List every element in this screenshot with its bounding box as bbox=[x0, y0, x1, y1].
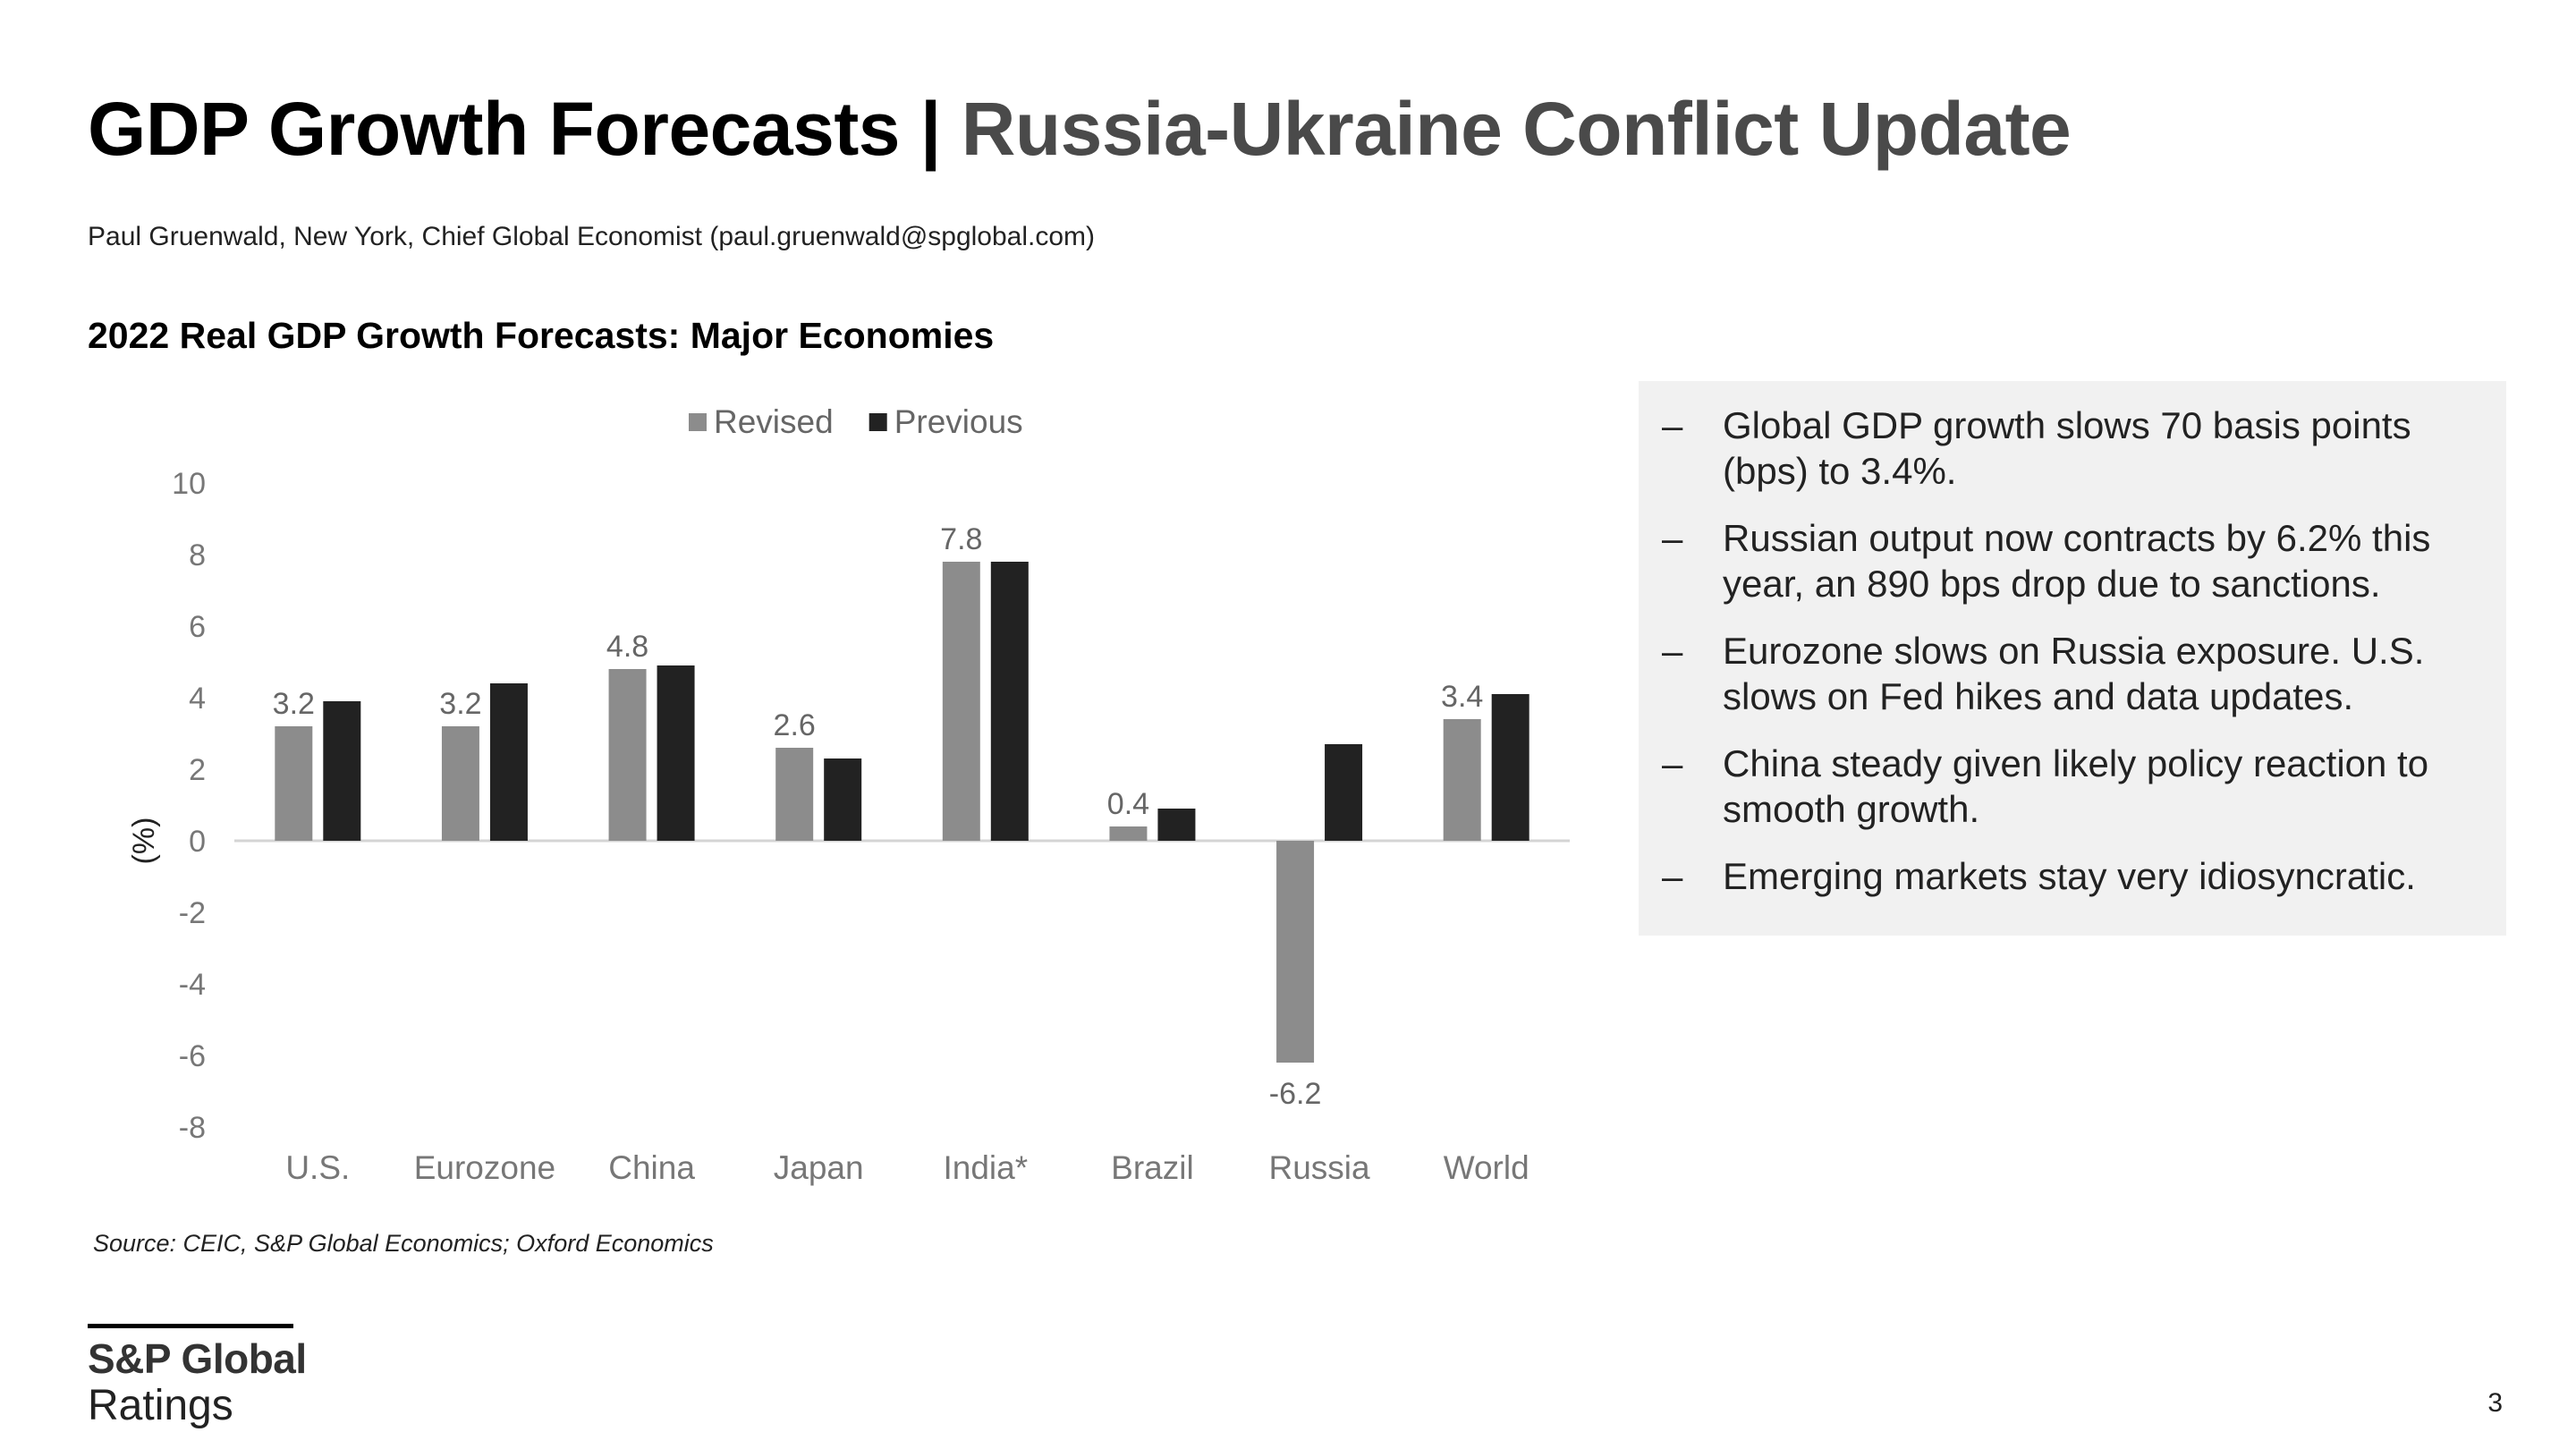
bullet-dash: – bbox=[1662, 630, 1683, 672]
page-title: GDP Growth Forecasts | Russia-Ukraine Co… bbox=[88, 86, 2072, 173]
title-main: GDP Growth Forecasts | bbox=[88, 87, 962, 171]
y-tick-label: -8 bbox=[179, 1111, 206, 1145]
legend-swatch-revised bbox=[689, 413, 707, 431]
bar-chart: (%) 10 8 6 4 2 0 -2 -4 -6 -8 3.2 U.S. 3.2 Eurozone 4.8 C… bbox=[127, 403, 1570, 1186]
bullet-item: – Global GDP growth slows 70 basis points… bbox=[1662, 402, 2470, 494]
data-label: 3.2 bbox=[439, 687, 481, 721]
x-category-label: U.S. bbox=[285, 1149, 350, 1186]
bar-revised bbox=[608, 669, 647, 841]
company-logo: S&P Global Ratings bbox=[88, 1324, 307, 1430]
y-tick-label: 4 bbox=[189, 682, 206, 716]
page-number: 3 bbox=[2487, 1388, 2503, 1418]
y-tick-label: 2 bbox=[189, 753, 206, 787]
bar-revised bbox=[942, 562, 980, 841]
bar-revised bbox=[775, 748, 814, 841]
bullet-item: – China steady given likely policy reacti… bbox=[1662, 741, 2470, 832]
bar-previous bbox=[824, 758, 862, 841]
y-tick-label: 8 bbox=[189, 538, 206, 572]
x-category-label: Japan bbox=[774, 1149, 864, 1186]
logo-line-2: Ratings bbox=[88, 1382, 233, 1429]
x-category-label: Russia bbox=[1269, 1149, 1371, 1186]
legend-label-previous: Previous bbox=[894, 403, 1023, 440]
data-label: 3.4 bbox=[1441, 680, 1483, 714]
x-category-label: Eurozone bbox=[414, 1149, 555, 1186]
bullet-item: – Emerging markets stay very idiosyncrati… bbox=[1662, 853, 2470, 899]
data-label: 3.2 bbox=[273, 687, 315, 721]
y-tick-label: -4 bbox=[179, 968, 206, 1002]
data-label: 0.4 bbox=[1107, 787, 1149, 821]
bar-previous bbox=[1491, 694, 1530, 841]
bullet-dash: – bbox=[1662, 742, 1683, 784]
y-tick-label: 6 bbox=[189, 610, 206, 644]
bar-previous bbox=[1325, 744, 1363, 841]
logo-line-1: S&P Global bbox=[88, 1335, 307, 1382]
bullet-text: Global GDP growth slows 70 basis points … bbox=[1723, 404, 2411, 492]
bullet-text: Eurozone slows on Russia exposure. U.S. … bbox=[1723, 630, 2425, 717]
legend-label-revised: Revised bbox=[714, 403, 834, 440]
logo-rule bbox=[88, 1324, 293, 1328]
data-label: 2.6 bbox=[774, 708, 816, 742]
bar-previous bbox=[323, 701, 361, 841]
title-subtitle: Russia-Ukraine Conflict Update bbox=[961, 87, 2072, 171]
commentary-panel: – Global GDP growth slows 70 basis points… bbox=[1639, 381, 2506, 936]
y-tick-label: 0 bbox=[189, 825, 206, 859]
bullet-text: Russian output now contracts by 6.2% thi… bbox=[1723, 517, 2431, 605]
y-axis-title: (%) bbox=[127, 818, 161, 865]
bullet-dash: – bbox=[1662, 855, 1683, 897]
data-label: 7.8 bbox=[940, 522, 982, 556]
x-category-label: World bbox=[1444, 1149, 1530, 1186]
bullet-text: Emerging markets stay very idiosyncratic… bbox=[1723, 855, 2416, 897]
x-category-label: India* bbox=[943, 1149, 1028, 1186]
bar-revised bbox=[1276, 841, 1315, 1063]
y-tick-label: -2 bbox=[179, 896, 206, 930]
chart-title: 2022 Real GDP Growth Forecasts: Major Ec… bbox=[88, 315, 995, 356]
source-note: Source: CEIC, S&P Global Economics; Oxfo… bbox=[93, 1230, 714, 1257]
bar-revised bbox=[441, 726, 479, 841]
data-label: 4.8 bbox=[606, 630, 648, 664]
x-category-label: China bbox=[608, 1149, 695, 1186]
bullet-dash: – bbox=[1662, 404, 1683, 446]
bar-previous bbox=[1157, 809, 1196, 841]
bar-previous bbox=[990, 562, 1029, 841]
data-label: -6.2 bbox=[1269, 1077, 1322, 1111]
bullet-item: – Russian output now contracts by 6.2% th… bbox=[1662, 515, 2470, 606]
bar-previous bbox=[657, 665, 695, 841]
bar-revised bbox=[1443, 719, 1481, 841]
x-category-label: Brazil bbox=[1111, 1149, 1194, 1186]
y-tick-label: 10 bbox=[172, 467, 206, 501]
bar-revised bbox=[275, 726, 313, 841]
y-tick-label: -6 bbox=[179, 1039, 206, 1073]
bullet-item: – Eurozone slows on Russia exposure. U.S.… bbox=[1662, 628, 2470, 719]
bullet-dash: – bbox=[1662, 517, 1683, 559]
bar-previous bbox=[489, 683, 528, 841]
author-line: Paul Gruenwald, New York, Chief Global E… bbox=[88, 222, 1096, 251]
bar-revised bbox=[1109, 826, 1148, 841]
bullet-list: – Global GDP growth slows 70 basis points… bbox=[1662, 402, 2470, 899]
legend-swatch-previous bbox=[869, 413, 887, 431]
bullet-text: China steady given likely policy reactio… bbox=[1723, 742, 2429, 830]
